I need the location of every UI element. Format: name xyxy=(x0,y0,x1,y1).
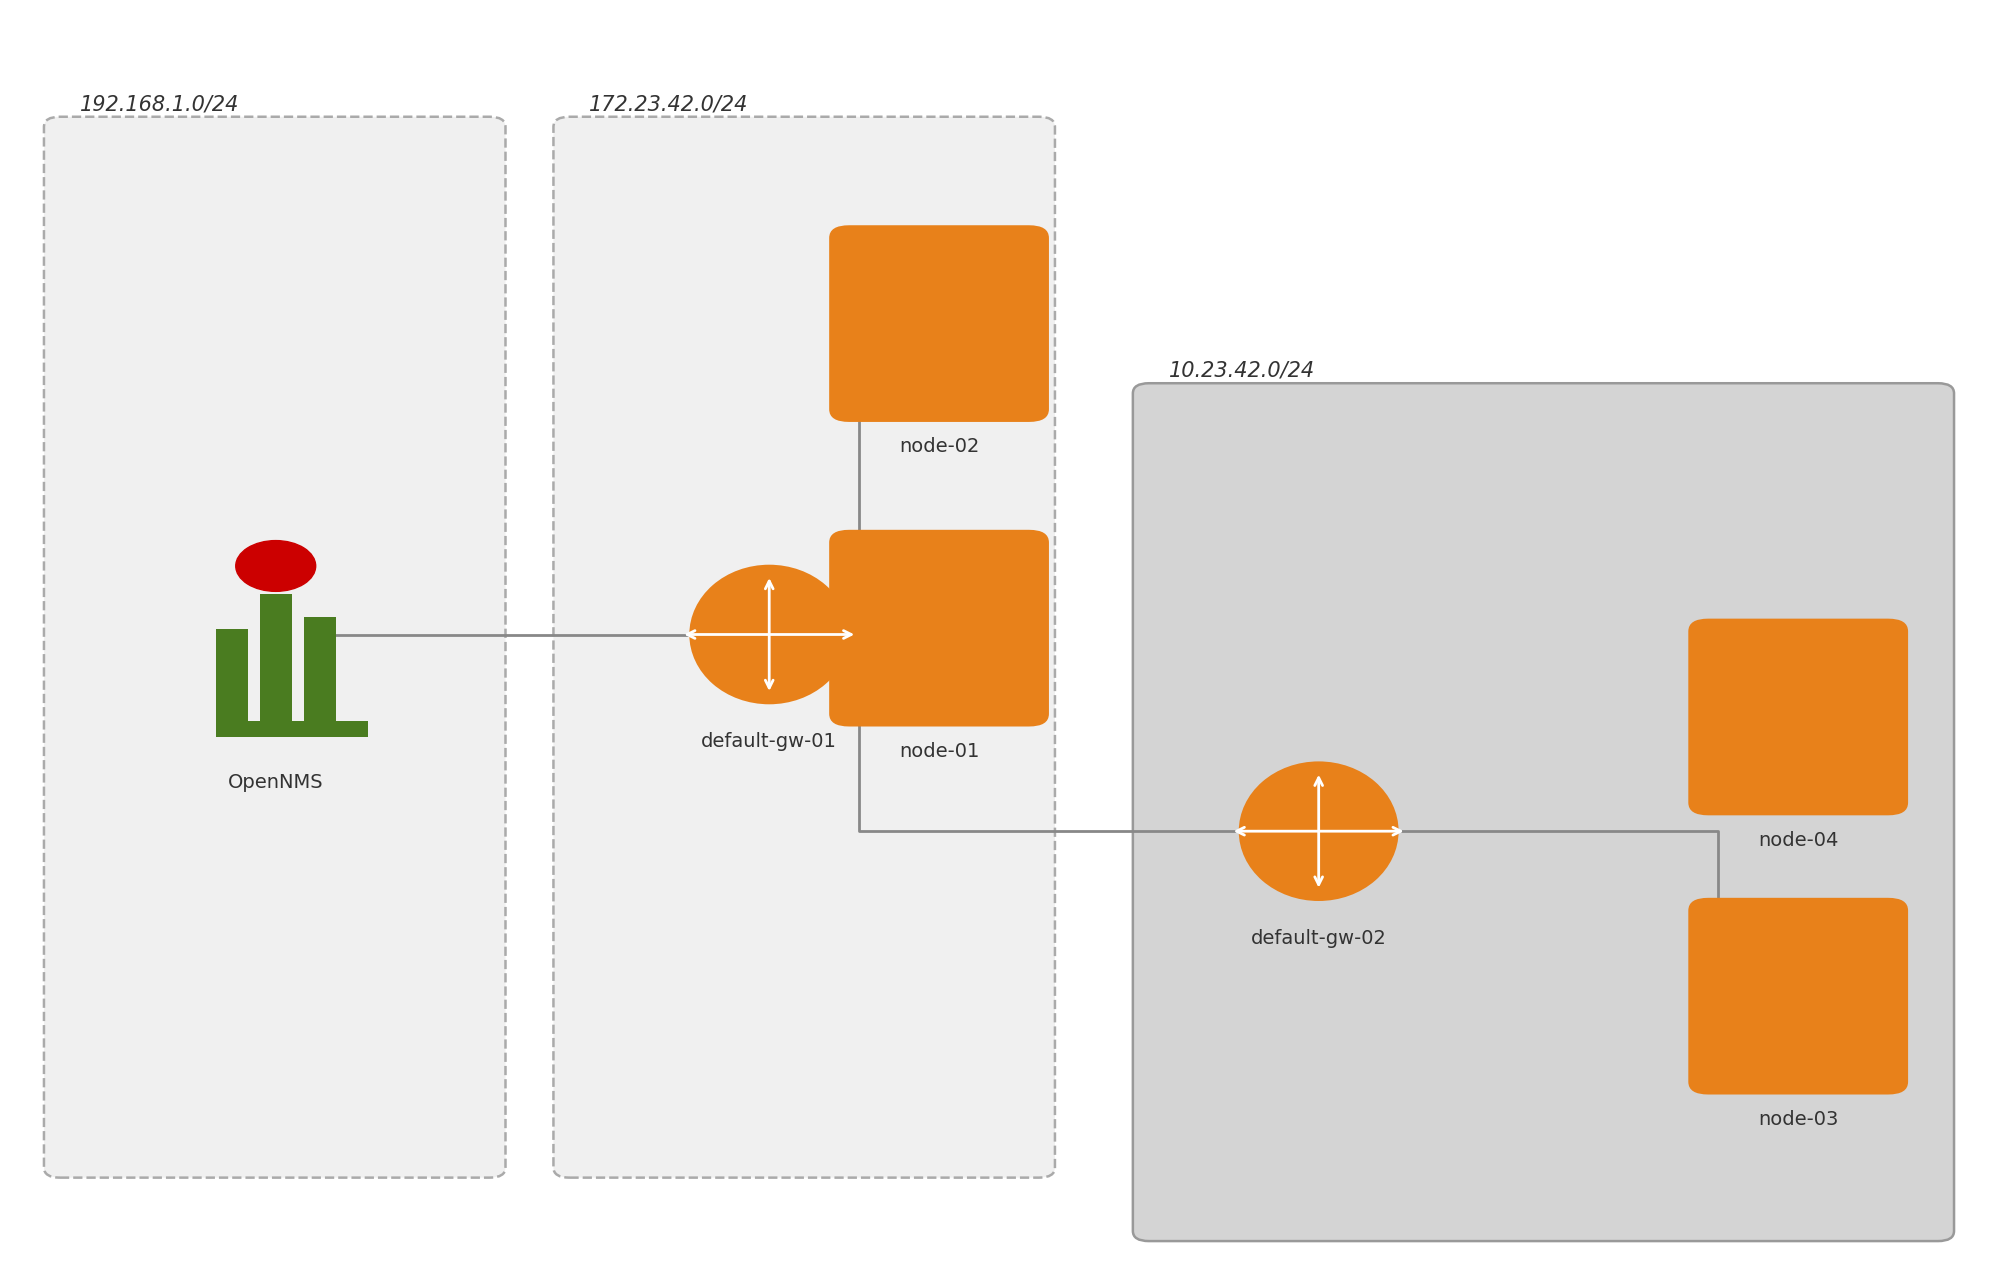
FancyBboxPatch shape xyxy=(1688,619,1908,816)
Ellipse shape xyxy=(689,565,849,704)
FancyBboxPatch shape xyxy=(304,617,336,721)
Text: OpenNMS: OpenNMS xyxy=(228,773,324,792)
Text: 10.23.42.0/24: 10.23.42.0/24 xyxy=(1169,360,1315,381)
Text: node-01: node-01 xyxy=(899,741,979,760)
FancyBboxPatch shape xyxy=(44,117,505,1178)
Text: default-gw-02: default-gw-02 xyxy=(1251,929,1387,948)
FancyBboxPatch shape xyxy=(216,629,248,721)
FancyBboxPatch shape xyxy=(829,530,1049,726)
Text: default-gw-01: default-gw-01 xyxy=(701,732,837,751)
FancyBboxPatch shape xyxy=(1133,383,1954,1241)
FancyBboxPatch shape xyxy=(1688,898,1908,1094)
Text: node-04: node-04 xyxy=(1758,831,1838,849)
Text: node-03: node-03 xyxy=(1758,1109,1838,1128)
FancyBboxPatch shape xyxy=(260,594,292,721)
Circle shape xyxy=(236,541,316,591)
Text: 192.168.1.0/24: 192.168.1.0/24 xyxy=(80,94,240,114)
FancyBboxPatch shape xyxy=(553,117,1055,1178)
FancyBboxPatch shape xyxy=(829,225,1049,421)
FancyBboxPatch shape xyxy=(216,721,368,737)
Text: 172.23.42.0/24: 172.23.42.0/24 xyxy=(589,94,749,114)
Text: node-02: node-02 xyxy=(899,437,979,456)
Ellipse shape xyxy=(1239,761,1399,901)
